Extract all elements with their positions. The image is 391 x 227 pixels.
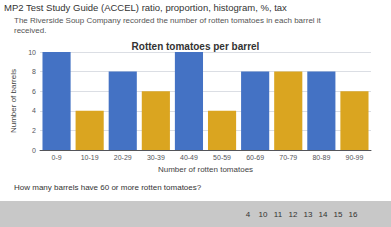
svg-text:10: 10 xyxy=(259,210,268,219)
svg-text:15: 15 xyxy=(334,210,343,219)
svg-text:20-29: 20-29 xyxy=(114,154,132,161)
svg-text:How many barrels have 60 or mo: How many barrels have 60 or more rotten … xyxy=(14,183,202,192)
svg-text:Number of rotten tomatoes: Number of rotten tomatoes xyxy=(158,165,253,174)
svg-text:Rotten tomatoes per barrel: Rotten tomatoes per barrel xyxy=(132,41,260,52)
svg-text:14: 14 xyxy=(319,210,328,219)
svg-text:12: 12 xyxy=(289,210,298,219)
svg-text:Number of barrels: Number of barrels xyxy=(9,69,18,133)
svg-text:4: 4 xyxy=(32,107,36,114)
svg-text:0-9: 0-9 xyxy=(51,154,61,161)
svg-text:70-79: 70-79 xyxy=(279,154,297,161)
svg-text:90-99: 90-99 xyxy=(345,154,363,161)
svg-text:10-19: 10-19 xyxy=(81,154,99,161)
svg-text:11: 11 xyxy=(274,210,283,219)
svg-text:60-69: 60-69 xyxy=(246,154,264,161)
svg-text:The Riverside Soup Company rec: The Riverside Soup Company recorded the … xyxy=(14,16,322,25)
svg-text:received.: received. xyxy=(14,26,46,35)
svg-text:40-49: 40-49 xyxy=(180,154,198,161)
svg-text:80-89: 80-89 xyxy=(312,154,330,161)
svg-text:8: 8 xyxy=(32,68,36,75)
svg-text:6: 6 xyxy=(32,88,36,95)
svg-text:50-59: 50-59 xyxy=(213,154,231,161)
svg-text:10: 10 xyxy=(28,49,36,56)
svg-text:4: 4 xyxy=(246,210,251,219)
svg-text:16: 16 xyxy=(349,210,358,219)
svg-text:2: 2 xyxy=(32,127,36,134)
svg-text:30-39: 30-39 xyxy=(147,154,165,161)
svg-text:0: 0 xyxy=(32,147,36,154)
svg-text:MP2 Test Study Guide (ACCEL) r: MP2 Test Study Guide (ACCEL) ratio, prop… xyxy=(4,2,287,13)
svg-text:13: 13 xyxy=(304,210,313,219)
